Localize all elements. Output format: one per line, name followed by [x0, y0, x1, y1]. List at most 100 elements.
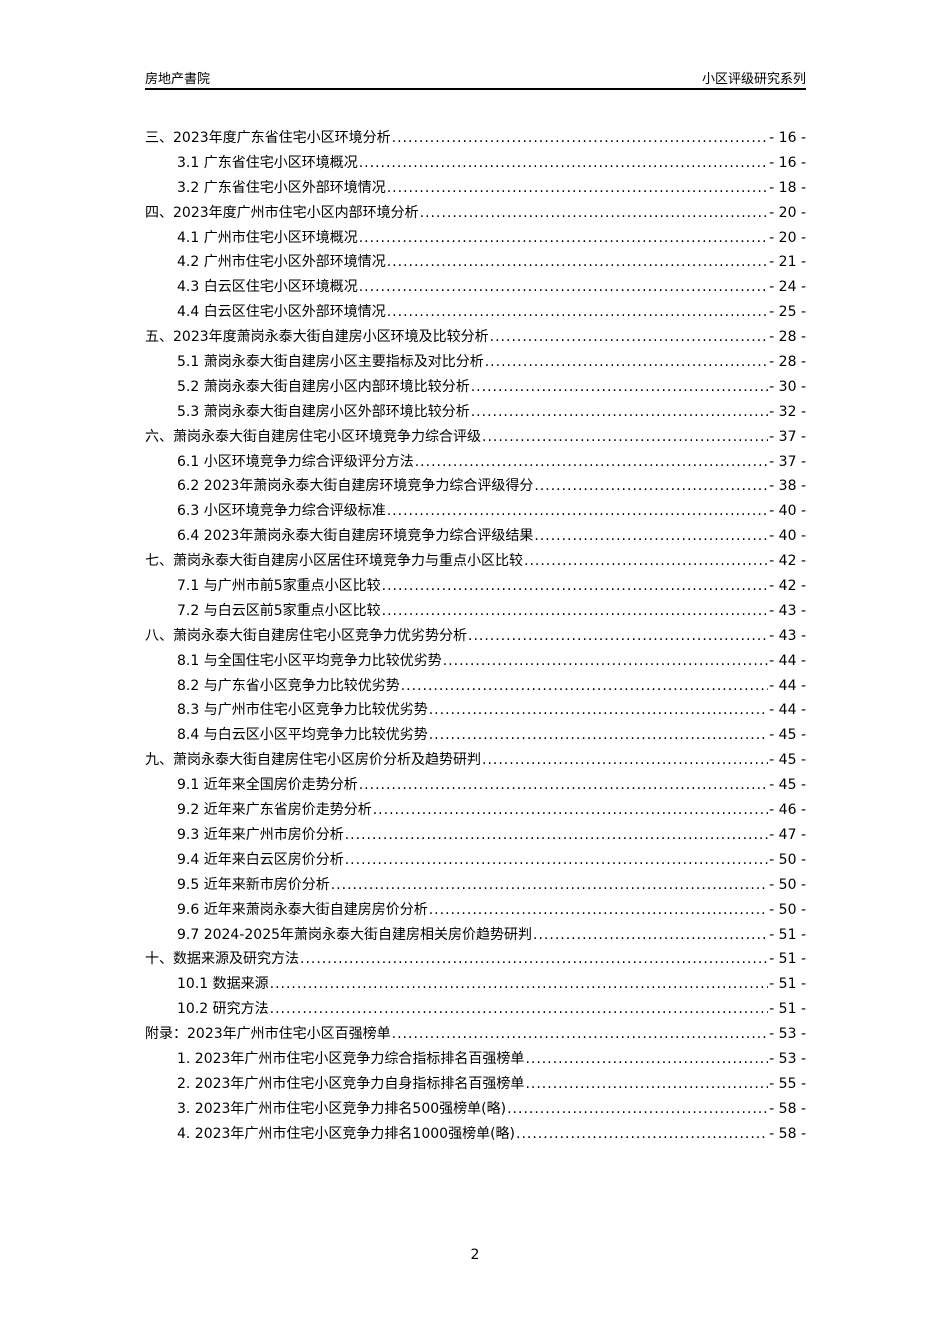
- dot-leader: [359, 226, 768, 251]
- toc-entry-page: - 47 -: [769, 826, 806, 843]
- toc-entry[interactable]: 九、萧岗永泰大街自建房住宅小区房价分析及趋势研判 - 45 -: [145, 748, 806, 773]
- toc-entry[interactable]: 7.2 与白云区前5家重点小区比较 - 43 -: [145, 599, 806, 624]
- dot-leader: [331, 873, 768, 898]
- toc-entry[interactable]: 4.1 广州市住宅小区环境概况 - 20 -: [145, 226, 806, 251]
- toc-entry-page: - 55 -: [769, 1075, 806, 1092]
- toc-entry[interactable]: 9.5 近年来新市房价分析 - 50 -: [145, 873, 806, 898]
- toc-entry[interactable]: 三、2023年度广东省住宅小区环境分析 - 16 -: [145, 126, 806, 151]
- toc-entry-page: - 45 -: [769, 777, 806, 794]
- toc-entry-title: 9.2 近年来广东省房价走势分析: [177, 802, 372, 819]
- dot-leader: [482, 748, 768, 773]
- toc-entry[interactable]: 七、萧岗永泰大街自建房小区居住环境竞争力与重点小区比较 - 42 -: [145, 549, 806, 574]
- toc-entry-page: - 51 -: [769, 1001, 806, 1018]
- page-header: 房地产書院 小区评级研究系列: [145, 66, 806, 90]
- toc-entry[interactable]: 4. 2023年广州市住宅小区竞争力排名1000强榜单(略) - 58 -: [145, 1122, 806, 1147]
- toc-entry-title: 五、2023年度萧岗永泰大街自建房小区环境及比较分析: [145, 329, 489, 346]
- toc-entry[interactable]: 9.1 近年来全国房价走势分析 - 45 -: [145, 773, 806, 798]
- toc-entry[interactable]: 5.3 萧岗永泰大街自建房小区外部环境比较分析 - 32 -: [145, 400, 806, 425]
- toc-entry-title: 十、数据来源及研究方法: [145, 951, 299, 968]
- toc-entry-page: - 51 -: [769, 926, 806, 943]
- toc-entry-page: - 43 -: [769, 602, 806, 619]
- toc-entry[interactable]: 4.4 白云区住宅小区外部环境情况 - 25 -: [145, 300, 806, 325]
- toc-entry[interactable]: 7.1 与广州市前5家重点小区比较 - 42 -: [145, 574, 806, 599]
- dot-leader: [429, 698, 768, 723]
- toc-entry[interactable]: 8.3 与广州市住宅小区竞争力比较优劣势 - 44 -: [145, 698, 806, 723]
- toc-entry-title: 4.4 白云区住宅小区外部环境情况: [177, 304, 386, 321]
- toc-entry-title: 2. 2023年广州市住宅小区竞争力自身指标排名百强榜单: [177, 1075, 525, 1092]
- toc-entry-page: - 40 -: [769, 528, 806, 545]
- toc-entry-page: - 45 -: [769, 727, 806, 744]
- toc-entry[interactable]: 3.1 广东省住宅小区环境概况 - 16 -: [145, 151, 806, 176]
- dot-leader: [485, 350, 768, 375]
- toc-entry-title: 九、萧岗永泰大街自建房住宅小区房价分析及趋势研判: [145, 752, 481, 769]
- toc-entry-title: 4.2 广州市住宅小区外部环境情况: [177, 254, 386, 271]
- dot-leader: [382, 599, 769, 624]
- toc-entry[interactable]: 6.3 小区环境竞争力综合评级标准 - 40 -: [145, 499, 806, 524]
- dot-leader: [524, 549, 768, 574]
- dot-leader: [401, 674, 768, 699]
- toc-entry[interactable]: 8.4 与白云区小区平均竞争力比较优劣势 - 45 -: [145, 723, 806, 748]
- toc-entry-page: - 45 -: [769, 752, 806, 769]
- toc-entry[interactable]: 4.3 白云区住宅小区环境概况 - 24 -: [145, 275, 806, 300]
- toc-entry[interactable]: 6.2 2023年萧岗永泰大街自建房环境竞争力综合评级得分 - 38 -: [145, 474, 806, 499]
- toc-entry[interactable]: 10.1 数据来源 - 51 -: [145, 972, 806, 997]
- toc-entry[interactable]: 9.4 近年来白云区房价分析 - 50 -: [145, 848, 806, 873]
- dot-leader: [387, 176, 768, 201]
- toc-entry-page: - 38 -: [769, 478, 806, 495]
- toc-entry[interactable]: 3.2 广东省住宅小区外部环境情况 - 18 -: [145, 176, 806, 201]
- toc-entry[interactable]: 5.1 萧岗永泰大街自建房小区主要指标及对比分析 - 28 -: [145, 350, 806, 375]
- toc-entry-title: 3.2 广东省住宅小区外部环境情况: [177, 179, 386, 196]
- toc-entry[interactable]: 附录：2023年广州市住宅小区百强榜单 - 53 -: [145, 1022, 806, 1047]
- dot-leader: [443, 649, 768, 674]
- dot-leader: [534, 474, 768, 499]
- toc-entry-title: 5.2 萧岗永泰大街自建房小区内部环境比较分析: [177, 378, 470, 395]
- toc-entry[interactable]: 6.1 小区环境竞争力综合评级评分方法 - 37 -: [145, 450, 806, 475]
- toc-entry[interactable]: 6.4 2023年萧岗永泰大街自建房环境竞争力综合评级结果 - 40 -: [145, 524, 806, 549]
- toc-entry-page: - 21 -: [769, 254, 806, 271]
- dot-leader: [471, 400, 768, 425]
- toc-entry[interactable]: 4.2 广州市住宅小区外部环境情况 - 21 -: [145, 250, 806, 275]
- toc-entry-page: - 44 -: [769, 702, 806, 719]
- toc-entry-title: 4.1 广州市住宅小区环境概况: [177, 229, 358, 246]
- toc-entry-page: - 25 -: [769, 304, 806, 321]
- toc-entry[interactable]: 9.6 近年来萧岗永泰大街自建房房价分析 - 50 -: [145, 898, 806, 923]
- toc-entry[interactable]: 9.7 2024-2025年萧岗永泰大街自建房相关房价趋势研判 - 51 -: [145, 923, 806, 948]
- toc-entry-page: - 42 -: [769, 578, 806, 595]
- toc-entry[interactable]: 9.2 近年来广东省房价走势分析 - 46 -: [145, 798, 806, 823]
- toc-entry[interactable]: 五、2023年度萧岗永泰大街自建房小区环境及比较分析 - 28 -: [145, 325, 806, 350]
- dot-leader: [373, 798, 768, 823]
- toc-entry-title: 6.3 小区环境竞争力综合评级标准: [177, 503, 386, 520]
- dot-leader: [300, 947, 768, 972]
- toc-entry-title: 9.1 近年来全国房价走势分析: [177, 777, 358, 794]
- toc-entry-title: 6.2 2023年萧岗永泰大街自建房环境竞争力综合评级得分: [177, 478, 534, 495]
- toc-entry-page: - 32 -: [769, 403, 806, 420]
- dot-leader: [525, 1047, 768, 1072]
- toc-entry[interactable]: 9.3 近年来广州市房价分析 - 47 -: [145, 823, 806, 848]
- toc-entry[interactable]: 3. 2023年广州市住宅小区竞争力排名500强榜单(略) - 58 -: [145, 1097, 806, 1122]
- dot-leader: [359, 773, 768, 798]
- dot-leader: [516, 1122, 768, 1147]
- toc-entry-title: 5.3 萧岗永泰大街自建房小区外部环境比较分析: [177, 403, 470, 420]
- toc-entry-page: - 20 -: [769, 229, 806, 246]
- toc-entry-title: 9.3 近年来广州市房价分析: [177, 826, 344, 843]
- toc-entry[interactable]: 六、萧岗永泰大街自建房住宅小区环境竞争力综合评级 - 37 -: [145, 425, 806, 450]
- dot-leader: [387, 300, 768, 325]
- toc-entry[interactable]: 2. 2023年广州市住宅小区竞争力自身指标排名百强榜单 - 55 -: [145, 1072, 806, 1097]
- toc-entry-title: 6.4 2023年萧岗永泰大街自建房环境竞争力综合评级结果: [177, 528, 534, 545]
- dot-leader: [420, 201, 769, 226]
- toc-entry-title: 10.2 研究方法: [177, 1001, 269, 1018]
- toc-entry[interactable]: 8.1 与全国住宅小区平均竞争力比较优劣势 - 44 -: [145, 649, 806, 674]
- toc-entry[interactable]: 8.2 与广东省小区竞争力比较优劣势 - 44 -: [145, 674, 806, 699]
- header-left: 房地产書院: [145, 72, 211, 87]
- toc-entry-title: 7.1 与广州市前5家重点小区比较: [177, 578, 381, 595]
- toc-entry[interactable]: 四、2023年度广州市住宅小区内部环境分析 - 20 -: [145, 201, 806, 226]
- toc-entry-title: 附录：2023年广州市住宅小区百强榜单: [145, 1026, 391, 1043]
- toc-entry[interactable]: 5.2 萧岗永泰大街自建房小区内部环境比较分析 - 30 -: [145, 375, 806, 400]
- toc-entry[interactable]: 10.2 研究方法 - 51 -: [145, 997, 806, 1022]
- toc-entry[interactable]: 八、萧岗永泰大街自建房住宅小区竞争力优劣势分析 - 43 -: [145, 624, 806, 649]
- toc-entry-title: 8.4 与白云区小区平均竞争力比较优劣势: [177, 727, 428, 744]
- toc-entry[interactable]: 1. 2023年广州市住宅小区竞争力综合指标排名百强榜单 - 53 -: [145, 1047, 806, 1072]
- toc-entry[interactable]: 十、数据来源及研究方法 - 51 -: [145, 947, 806, 972]
- dot-leader: [270, 972, 769, 997]
- dot-leader: [415, 450, 768, 475]
